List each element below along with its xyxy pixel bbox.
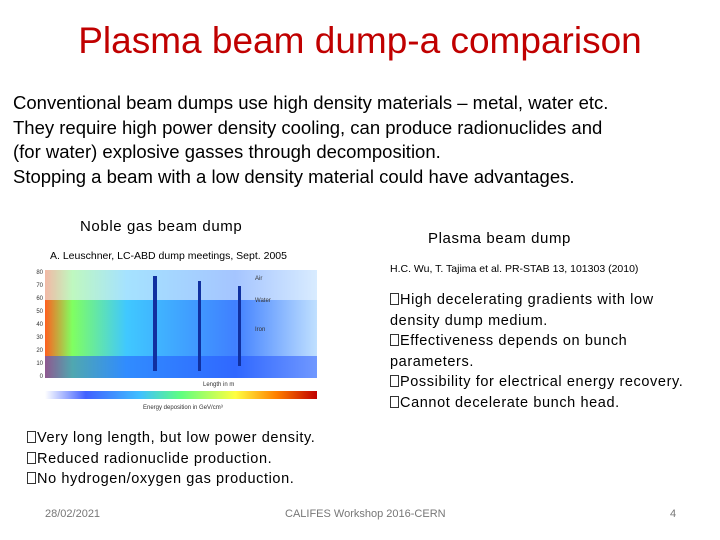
- figure-label: Energy deposition in GeV/cm³: [143, 405, 223, 411]
- figure-label: Iron: [255, 327, 265, 333]
- bullet: Very long length, but low power density.: [27, 428, 337, 449]
- colorbar: [45, 391, 317, 399]
- right-heading: Plasma beam dump: [428, 230, 571, 247]
- y-tick-label: 20: [36, 348, 43, 354]
- figure-label: Length in m: [203, 382, 234, 388]
- bullet: Possibility for electrical energy recove…: [390, 372, 700, 393]
- right-citation: H.C. Wu, T. Tajima et al. PR-STAB 13, 10…: [390, 263, 639, 275]
- intro-line: (for water) explosive gasses through dec…: [13, 141, 441, 162]
- heatmap-streak: [153, 276, 157, 371]
- bullet: Reduced radionuclide production.: [27, 449, 337, 470]
- right-bullets: High decelerating gradients with low den…: [390, 290, 700, 413]
- bullet: Cannot decelerate bunch head.: [390, 393, 700, 414]
- left-heading: Noble gas beam dump: [80, 218, 243, 235]
- intro-line: Stopping a beam with a low density mater…: [13, 166, 575, 187]
- y-tick-label: 0: [40, 374, 44, 380]
- y-tick-label: 10: [36, 361, 43, 367]
- footer-center: CALIFES Workshop 2016-CERN: [285, 508, 446, 520]
- heatmap-streak: [198, 281, 201, 371]
- heatmap-streak: [238, 286, 241, 366]
- intro-line: Conventional beam dumps use high density…: [13, 92, 609, 113]
- y-tick-label: 60: [36, 296, 43, 302]
- heatmap-region: [45, 270, 317, 300]
- heatmap-region: [45, 356, 317, 378]
- heatmap-figure: Air Water Iron Length in m Energy deposi…: [36, 270, 317, 411]
- y-tick-label: 70: [36, 283, 43, 289]
- y-tick-label: 80: [36, 270, 43, 276]
- bullet: No hydrogen/oxygen gas production.: [27, 469, 337, 490]
- y-tick-label: 30: [36, 335, 43, 341]
- bullet: Effectiveness depends on bunch parameter…: [390, 331, 700, 372]
- y-tick-label: 40: [36, 322, 43, 328]
- y-tick-label: 50: [36, 309, 43, 315]
- footer-page: 4: [670, 508, 677, 520]
- footer-date: 28/02/2021: [45, 508, 101, 520]
- intro-line: They require high power density cooling,…: [13, 117, 603, 138]
- figure-label: Water: [255, 298, 271, 304]
- left-citation: A. Leuschner, LC-ABD dump meetings, Sept…: [50, 250, 287, 262]
- left-bullets: Very long length, but low power density.…: [27, 428, 337, 490]
- bullet: High decelerating gradients with low den…: [390, 290, 700, 331]
- slide-title: Plasma beam dump-a comparison: [78, 20, 642, 61]
- figure-label: Air: [255, 276, 262, 282]
